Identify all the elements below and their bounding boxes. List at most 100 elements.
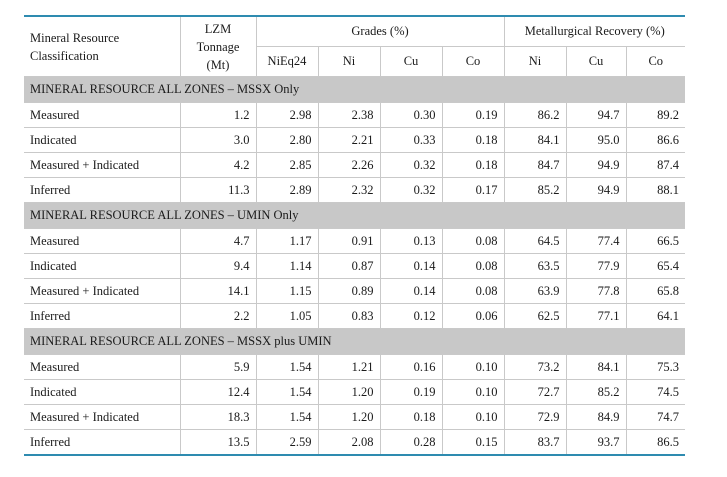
table-row: Measured + Indicated 14.1 1.15 0.89 0.14 0.08…	[24, 278, 686, 304]
row-classification: Inferred	[24, 177, 180, 203]
row-classification: Inferred	[24, 303, 180, 329]
table-row: Measured 5.9 1.54 1.21 0.16 0.10 73.2 84.1 75.3	[24, 354, 686, 380]
table-cell: 12.4	[179, 379, 256, 405]
table-cell: 1.2	[179, 102, 256, 128]
section-title: MINERAL RESOURCE ALL ZONES – MSSX plus U…	[24, 328, 686, 355]
table-cell: 0.18	[379, 404, 442, 430]
table-cell: 2.2	[179, 303, 256, 329]
section-header-row: MINERAL RESOURCE ALL ZONES – MSSX plus U…	[24, 328, 686, 355]
section-header-row: MINERAL RESOURCE ALL ZONES – UMIN Only	[24, 202, 686, 229]
table-cell: 77.8	[565, 278, 627, 304]
table-cell: 88.1	[625, 177, 686, 203]
table-cell: 75.3	[625, 354, 686, 380]
table-cell: 18.3	[179, 404, 256, 430]
table-cell: 65.4	[625, 253, 686, 279]
row-classification: Indicated	[24, 379, 180, 405]
table-cell: 0.91	[317, 228, 380, 254]
table-cell: 0.10	[441, 379, 505, 405]
table-cell: 0.16	[379, 354, 442, 380]
table-cell: 1.20	[317, 404, 380, 430]
table-cell: 2.59	[255, 429, 318, 456]
table-cell: 0.19	[441, 102, 505, 128]
table-cell: 63.9	[503, 278, 567, 304]
table-cell: 0.89	[317, 278, 380, 304]
table-cell: 95.0	[565, 127, 627, 153]
table-cell: 87.4	[625, 152, 686, 178]
table-row: Indicated 9.4 1.14 0.87 0.14 0.08 63.5 77.9 65.4	[24, 253, 686, 279]
table-cell: 2.21	[317, 127, 380, 153]
table-cell: 73.2	[503, 354, 567, 380]
table-cell: 84.1	[503, 127, 567, 153]
table-cell: 9.4	[179, 253, 256, 279]
table-cell: 86.5	[625, 429, 686, 456]
table-cell: 2.80	[255, 127, 318, 153]
grade-col-ni: Ni	[317, 46, 380, 77]
table-cell: 72.9	[503, 404, 567, 430]
mineral-resource-table: Mineral Resource Classification LZM Tonn…	[24, 15, 686, 456]
table-cell: 0.08	[441, 228, 505, 254]
table-row: Measured + Indicated 4.2 2.85 2.26 0.32 0.18 8…	[24, 152, 686, 178]
table-cell: 0.18	[441, 152, 505, 178]
section-title: MINERAL RESOURCE ALL ZONES – UMIN Only	[24, 202, 686, 229]
table-cell: 1.20	[317, 379, 380, 405]
table-cell: 64.5	[503, 228, 567, 254]
table-cell: 2.89	[255, 177, 318, 203]
table-cell: 2.98	[255, 102, 318, 128]
table-cell: 0.28	[379, 429, 442, 456]
grades-group-header: Grades (%)	[255, 15, 505, 47]
table-cell: 0.08	[441, 278, 505, 304]
row-classification: Measured + Indicated	[24, 278, 180, 304]
recovery-group-header: Metallurgical Recovery (%)	[503, 15, 686, 47]
table-cell: 66.5	[625, 228, 686, 254]
table-cell: 74.7	[625, 404, 686, 430]
table-cell: 65.8	[625, 278, 686, 304]
table-cell: 4.7	[179, 228, 256, 254]
table-cell: 1.21	[317, 354, 380, 380]
table-cell: 0.32	[379, 177, 442, 203]
table-cell: 77.9	[565, 253, 627, 279]
table-cell: 0.83	[317, 303, 380, 329]
row-classification: Measured	[24, 354, 180, 380]
table-cell: 0.32	[379, 152, 442, 178]
grade-col-cu: Cu	[379, 46, 442, 77]
grade-col-nieq24: NiEq24	[255, 46, 318, 77]
table-cell: 3.0	[179, 127, 256, 153]
table-cell: 86.2	[503, 102, 567, 128]
table-cell: 0.08	[441, 253, 505, 279]
table-cell: 74.5	[625, 379, 686, 405]
recovery-col-cu: Cu	[565, 46, 627, 77]
table-cell: 0.06	[441, 303, 505, 329]
table-cell: 86.6	[625, 127, 686, 153]
row-classification: Measured + Indicated	[24, 152, 180, 178]
table-cell: 94.9	[565, 177, 627, 203]
table-cell: 1.54	[255, 379, 318, 405]
table-cell: 64.1	[625, 303, 686, 329]
table-cell: 0.33	[379, 127, 442, 153]
table-cell: 2.38	[317, 102, 380, 128]
table-row: Inferred 11.3 2.89 2.32 0.32 0.17 85.2 94.9 88.1	[24, 177, 686, 203]
table-cell: 2.85	[255, 152, 318, 178]
table-cell: 1.54	[255, 354, 318, 380]
table-cell: 11.3	[179, 177, 256, 203]
table-cell: 77.4	[565, 228, 627, 254]
table-row: Inferred 13.5 2.59 2.08 0.28 0.15 83.7 93.7 86.5	[24, 429, 686, 456]
table-cell: 1.15	[255, 278, 318, 304]
table-cell: 63.5	[503, 253, 567, 279]
table-cell: 13.5	[179, 429, 256, 456]
table-cell: 0.19	[379, 379, 442, 405]
section-title: MINERAL RESOURCE ALL ZONES – MSSX Only	[24, 76, 686, 103]
grade-col-co: Co	[441, 46, 505, 77]
table-cell: 1.14	[255, 253, 318, 279]
table-cell: 0.15	[441, 429, 505, 456]
tonnage-header: LZM Tonnage (Mt)	[179, 15, 256, 77]
table-cell: 83.7	[503, 429, 567, 456]
table-cell: 85.2	[503, 177, 567, 203]
table-cell: 0.87	[317, 253, 380, 279]
row-classification: Indicated	[24, 253, 180, 279]
table-cell: 1.05	[255, 303, 318, 329]
row-classification: Indicated	[24, 127, 180, 153]
classification-header: Mineral Resource Classification	[24, 15, 180, 77]
row-classification: Measured	[24, 102, 180, 128]
section-header-row: MINERAL RESOURCE ALL ZONES – MSSX Only	[24, 76, 686, 103]
table-cell: 5.9	[179, 354, 256, 380]
